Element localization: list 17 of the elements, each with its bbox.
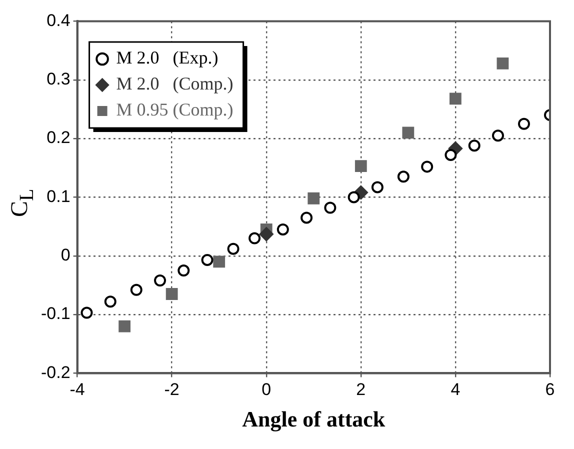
y-tick-label: 0.3 bbox=[46, 70, 70, 89]
legend-label: M 2.0 (Comp.) bbox=[116, 74, 234, 94]
x-tick-label: 2 bbox=[356, 380, 366, 400]
y-tick-label: 0.1 bbox=[46, 186, 70, 206]
y-tick-label: -0.2 bbox=[40, 362, 70, 382]
x-tick-label: 0 bbox=[262, 380, 272, 400]
legend-label: M 0.95 (Comp.) bbox=[116, 100, 234, 120]
y-tick-label: 0.4 bbox=[46, 10, 70, 30]
x-tick-label: 6 bbox=[545, 380, 555, 400]
x-axis-title: Angle of attack bbox=[242, 406, 386, 432]
y-tick-label: 0.2 bbox=[46, 128, 70, 148]
x-tick-label: -4 bbox=[70, 380, 85, 400]
y-tick-label: 0 bbox=[60, 246, 70, 265]
y-tick-label: -0.1 bbox=[40, 304, 70, 324]
x-tick-label: 4 bbox=[450, 380, 460, 400]
x-tick-label: -2 bbox=[164, 380, 180, 400]
legend-label: M 2.0 (Exp.) bbox=[116, 48, 218, 68]
